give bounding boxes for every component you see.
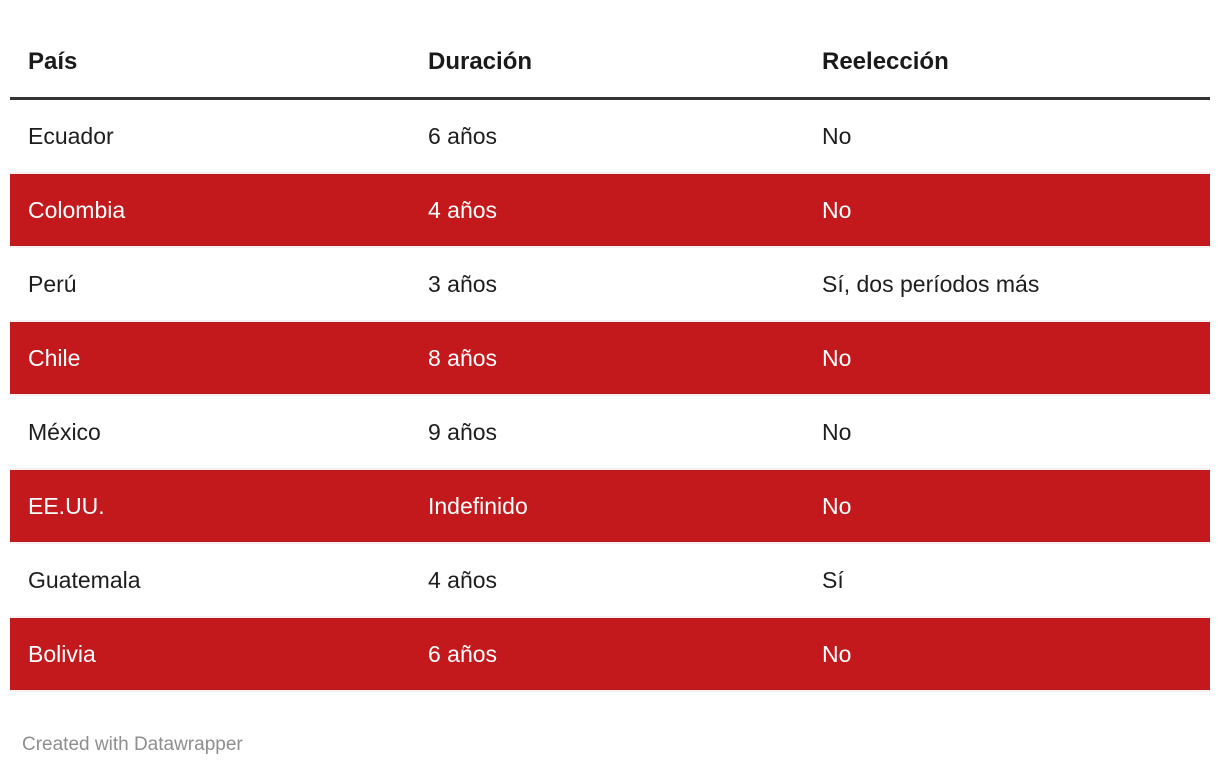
cell-duracion: 8 años <box>410 320 804 396</box>
cell-duracion: 6 años <box>410 616 804 692</box>
table: País Duración Reelección Ecuador 6 años … <box>10 0 1210 692</box>
cell-reeleccion: Sí <box>804 542 1210 618</box>
cell-duracion: 4 años <box>410 172 804 248</box>
cell-pais: Guatemala <box>10 542 410 618</box>
attribution-footer: Created with Datawrapper <box>10 692 1210 756</box>
cell-pais: Chile <box>10 320 410 396</box>
column-header-duracion: Duración <box>410 0 804 100</box>
cell-duracion: 4 años <box>410 542 804 618</box>
cell-pais: México <box>10 394 410 470</box>
cell-pais: Perú <box>10 246 410 322</box>
cell-reeleccion: No <box>804 320 1210 396</box>
cell-duracion: 9 años <box>410 394 804 470</box>
table-row: EE.UU. Indefinido No <box>10 468 1210 544</box>
cell-reeleccion: No <box>804 394 1210 470</box>
datawrapper-attribution-link[interactable]: Created with Datawrapper <box>22 733 243 755</box>
cell-duracion: 3 años <box>410 246 804 322</box>
cell-reeleccion: No <box>804 98 1210 174</box>
column-header-reeleccion: Reelección <box>804 0 1210 100</box>
cell-pais: EE.UU. <box>10 468 410 544</box>
cell-reeleccion: No <box>804 468 1210 544</box>
cell-reeleccion: No <box>804 172 1210 248</box>
table-row: Bolivia 6 años No <box>10 616 1210 692</box>
table-header-row: País Duración Reelección <box>10 0 1210 100</box>
column-header-pais: País <box>10 0 410 100</box>
cell-reeleccion: Sí, dos períodos más <box>804 246 1210 322</box>
table-row: Ecuador 6 años No <box>10 98 1210 174</box>
table-row: Chile 8 años No <box>10 320 1210 396</box>
cell-pais: Bolivia <box>10 616 410 692</box>
cell-pais: Colombia <box>10 172 410 248</box>
table-row: Guatemala 4 años Sí <box>10 542 1210 618</box>
table-row: México 9 años No <box>10 394 1210 470</box>
table-row: Colombia 4 años No <box>10 172 1210 248</box>
cell-duracion: 6 años <box>410 98 804 174</box>
cell-reeleccion: No <box>804 616 1210 692</box>
cell-duracion: Indefinido <box>410 468 804 544</box>
cell-pais: Ecuador <box>10 98 410 174</box>
table-header: País Duración Reelección <box>10 0 1210 100</box>
table-row: Perú 3 años Sí, dos períodos más <box>10 246 1210 322</box>
table-body: Ecuador 6 años No Colombia 4 años No Per… <box>10 98 1210 692</box>
